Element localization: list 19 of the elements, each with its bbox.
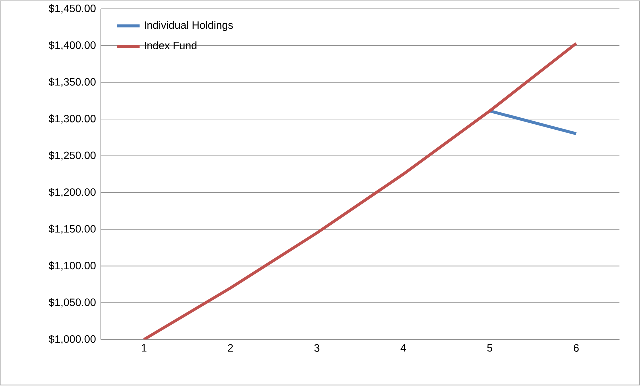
x-tick-label: 5	[487, 344, 493, 352]
y-tick-label: $1,100.00	[48, 262, 96, 272]
x-tick-label: 3	[314, 344, 320, 352]
y-tick-label: $1,250.00	[48, 152, 96, 161]
legend-label: Individual Holdings	[144, 21, 234, 32]
y-tick-label: $1,200.00	[48, 188, 96, 198]
y-tick-label: $1,450.00	[48, 4, 96, 14]
y-tick-label: $1,050.00	[48, 298, 96, 308]
line-series	[142, 42, 578, 340]
legend-label: Index Fund	[144, 42, 197, 50]
x-tick-label: 6	[574, 344, 579, 352]
y-tick-label: $1,000.00	[48, 335, 96, 344]
x-tick-label: 1	[142, 344, 147, 352]
y-tick-label: $1,300.00	[48, 114, 96, 124]
y-tick-label: $1,150.00	[48, 225, 96, 234]
y-tick-label: $1,350.00	[48, 78, 96, 88]
y-tick-label: $1,400.00	[48, 41, 96, 51]
x-tick-label: 2	[228, 344, 234, 352]
x-tick-label: 4	[400, 344, 406, 352]
